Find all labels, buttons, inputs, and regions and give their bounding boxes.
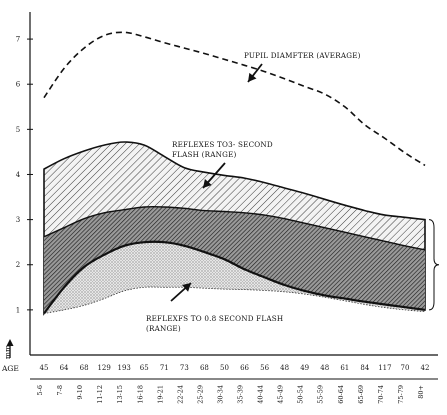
overlap-range-area [44,206,425,314]
reflex3-arrowhead-icon [203,179,212,188]
y-tick-label: 6 [16,81,21,89]
range-regions [43,141,440,316]
age-category-label: 50-54 [297,385,305,404]
age-category-label: 11-12 [96,385,104,404]
y-axis-arrow-icon [6,339,14,358]
age-category-label: 19-21 [156,385,164,404]
age-category-label: 75-79 [397,385,405,404]
age-category-label: 16-18 [136,385,144,404]
age-category-label: 5-6 [36,385,44,395]
sample-count-label: 68 [80,364,89,372]
sample-count-label: 65 [140,364,149,372]
x-axis: 45 64 68 129 193 65 71 73 68 50 66 56 48 49 48 61 84 117 7… [36,364,429,404]
y-tick-label: 7 [16,36,20,44]
sample-count-label: 73 [180,364,189,372]
plot-area [29,12,438,380]
sample-count-label: 45 [40,364,49,372]
y-tick-label: 2 [16,261,20,269]
y-tick-label: 4 [16,171,21,179]
age-category-label: 22-24 [176,385,184,404]
annotation-reflex3-line: FLASH (RANGE) [172,150,237,159]
sample-count-label: 68 [200,364,209,372]
reflex08-arrowhead-icon [182,283,191,292]
sample-count-label: 193 [118,364,131,372]
sample-count-label: 49 [300,364,309,372]
age-category-label: 13-15 [116,385,124,404]
series-lines [43,31,426,167]
reflex-3s-lower-line [43,240,426,315]
y-tick-label: 3 [16,216,20,224]
pupil-diameter-line [43,31,426,167]
y-tick-label: 1 [16,306,20,314]
annotation-reflex08-line: REFLEXFS TO 0.8 SECOND FLASH [146,314,283,323]
sample-count-label: 50 [220,364,229,372]
age-category-label: 70-74 [377,385,385,404]
age-category-label: 30-34 [216,385,224,404]
sample-count-label: 66 [240,364,249,372]
sample-count-label: 48 [320,364,329,372]
x-axis-label: AGE [1,364,19,373]
reflex-0-8s-lower-line [43,286,426,314]
age-category-label: 40-44 [257,385,265,404]
sample-count-label: 71 [160,364,169,372]
annotation-reflex3-line: REFLEXES TO3- SECOND [172,140,273,149]
sample-count-label: 64 [60,364,69,372]
age-category-label: 80+ [417,385,425,399]
sample-count-label: 70 [400,364,409,372]
age-category-label: 60-64 [337,385,345,404]
annotation-pupil-line: PUPIL DIAMFTER (AVERAGE) [244,51,361,60]
y-axis: 1 2 3 4 5 6 7 [16,36,33,314]
annotations: PUPIL DIAMFTER (AVERAGE) REFLEXES TO3- SE… [146,51,361,333]
age-category-label: 45-49 [277,385,285,404]
sample-count-label: 42 [421,364,430,372]
age-category-label: 55-59 [317,385,325,404]
sample-count-label: 129 [97,364,110,372]
range-brace [428,219,440,311]
y-axis-label: mm [3,345,12,359]
sample-count-label: 117 [378,364,391,372]
sample-count-label: 48 [280,364,289,372]
y-tick-label: 5 [16,126,20,134]
sample-count-label: 56 [260,364,269,372]
age-category-label: 65-69 [357,385,365,404]
reflex-0-8s-upper-line [43,206,426,251]
age-category-label: 9-10 [76,385,84,400]
annotation-reflex08-line: (RANGE) [146,324,181,333]
age-category-label: 25-29 [196,385,204,404]
sample-count-label: 84 [360,364,369,372]
age-category-label: 35-39 [237,385,245,404]
age-category-label: 7-8 [56,385,64,395]
sample-count-label: 61 [340,364,349,372]
pupil-arrowhead-icon [248,72,257,82]
